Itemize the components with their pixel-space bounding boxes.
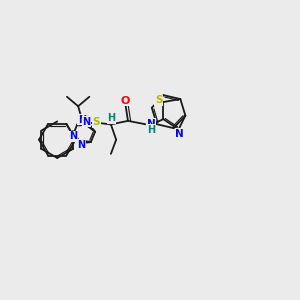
Text: N: N bbox=[70, 131, 78, 141]
Text: N: N bbox=[77, 140, 85, 150]
Text: N: N bbox=[78, 115, 86, 125]
Text: H: H bbox=[107, 113, 116, 123]
Text: O: O bbox=[121, 95, 130, 106]
Text: N: N bbox=[176, 128, 184, 139]
Text: H: H bbox=[147, 125, 155, 135]
Text: N: N bbox=[147, 119, 156, 129]
Text: N: N bbox=[82, 117, 91, 127]
Text: S: S bbox=[93, 117, 100, 127]
Text: S: S bbox=[155, 95, 162, 105]
